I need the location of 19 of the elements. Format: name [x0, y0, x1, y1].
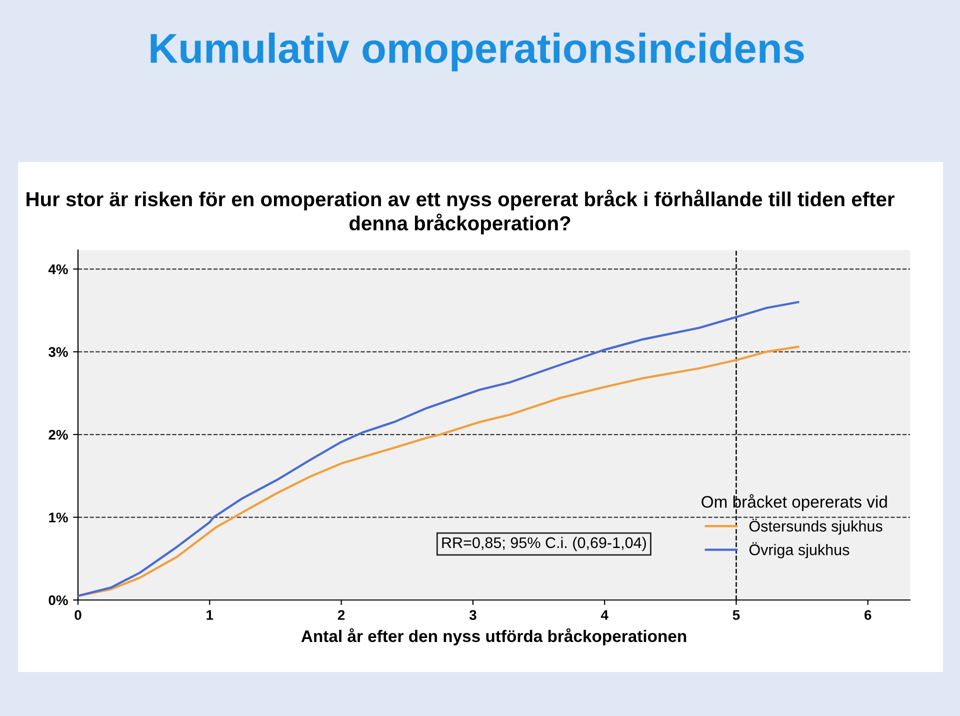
x-tick-label: 1 — [206, 610, 214, 620]
x-tick-label: 3 — [469, 610, 476, 620]
legend-title: Om bråcket opererats vid — [702, 494, 887, 512]
y-tick-label: 1% — [49, 512, 68, 522]
y-tick-label: 3% — [48, 347, 68, 357]
y-tick-label: 0% — [48, 595, 68, 606]
x-tick-label: 5 — [732, 610, 740, 620]
x-tick-label: 2 — [338, 610, 345, 620]
y-tick-label: 2% — [48, 430, 68, 440]
x-tick-label: 6 — [864, 610, 872, 620]
x-tick-label: 4 — [600, 610, 608, 620]
legend-label: Östersunds sjukhus — [749, 518, 882, 535]
annotation: RR=0,85; 95% C.i. (0,69-1,04) — [442, 536, 646, 552]
x-tick-label: 0 — [74, 610, 82, 620]
x-axis-title: Antal år efter den nyss utförda bråckoperationen — [301, 628, 686, 646]
chart-title: Kumulativ omoperationsincidens — [150, 32, 804, 72]
chart-subtitle: Hur stor är risken för en omoperation av ett nyss opererat bråck i förhållande till tiden efter denna bråckoperation? — [26, 190, 894, 234]
y-tick-label: 4% — [48, 264, 68, 274]
legend-label: Övriga sjukhus — [749, 542, 850, 558]
